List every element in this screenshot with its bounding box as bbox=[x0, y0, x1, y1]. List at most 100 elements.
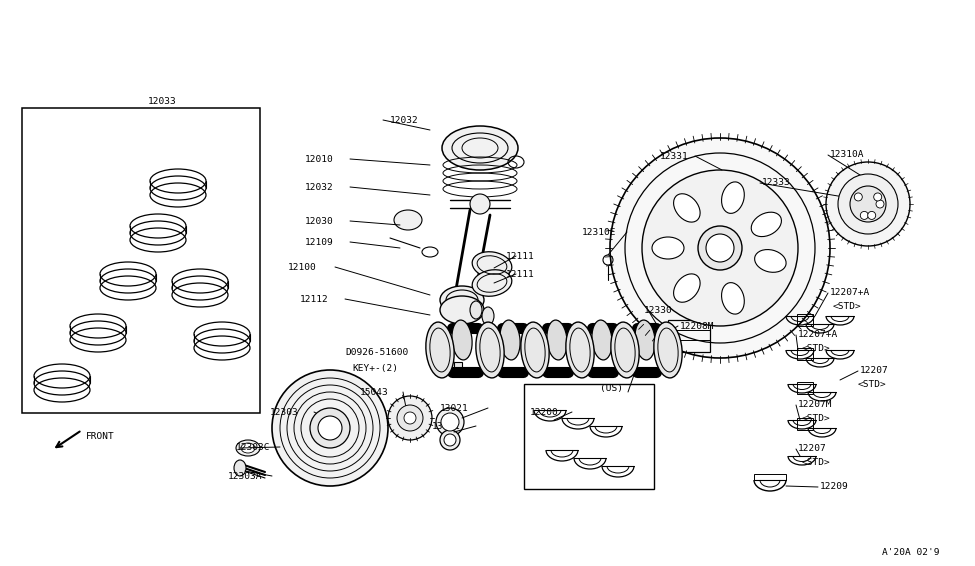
Ellipse shape bbox=[440, 286, 484, 314]
Text: 12109: 12109 bbox=[305, 238, 333, 247]
Ellipse shape bbox=[476, 322, 504, 378]
Circle shape bbox=[706, 234, 734, 262]
Circle shape bbox=[441, 413, 459, 431]
Text: 12200: 12200 bbox=[530, 408, 559, 417]
Text: 12310A: 12310A bbox=[830, 150, 865, 159]
Text: <STD>: <STD> bbox=[802, 344, 831, 353]
Circle shape bbox=[826, 162, 910, 246]
Ellipse shape bbox=[442, 126, 518, 170]
Circle shape bbox=[610, 138, 830, 358]
Text: 12310E: 12310E bbox=[582, 228, 616, 237]
Ellipse shape bbox=[856, 200, 876, 216]
Text: 12207: 12207 bbox=[798, 444, 827, 453]
Text: 12333: 12333 bbox=[762, 178, 791, 187]
Bar bbox=[797, 382, 813, 394]
Text: A'20A 02'9: A'20A 02'9 bbox=[882, 548, 940, 557]
Text: 12112: 12112 bbox=[300, 295, 329, 304]
Ellipse shape bbox=[394, 210, 422, 230]
Circle shape bbox=[642, 170, 798, 326]
Circle shape bbox=[440, 430, 460, 450]
Bar bbox=[797, 348, 813, 360]
Text: (US): (US) bbox=[600, 384, 623, 393]
Circle shape bbox=[444, 434, 456, 446]
Ellipse shape bbox=[654, 322, 682, 378]
Ellipse shape bbox=[472, 270, 512, 296]
Text: 12207: 12207 bbox=[860, 366, 889, 375]
Bar bbox=[327, 406, 333, 411]
Bar bbox=[754, 474, 786, 480]
Text: 12303: 12303 bbox=[270, 408, 298, 417]
Bar bbox=[797, 418, 813, 430]
Ellipse shape bbox=[521, 322, 549, 378]
Ellipse shape bbox=[470, 301, 482, 319]
Text: 12303A: 12303A bbox=[228, 472, 262, 481]
Text: <STD>: <STD> bbox=[802, 414, 831, 423]
Ellipse shape bbox=[635, 320, 655, 360]
Text: 13021: 13021 bbox=[440, 404, 469, 413]
Circle shape bbox=[436, 408, 464, 436]
Ellipse shape bbox=[674, 274, 700, 302]
Ellipse shape bbox=[426, 322, 454, 378]
Text: <STD>: <STD> bbox=[833, 302, 862, 311]
Circle shape bbox=[397, 405, 423, 431]
Text: 12207M: 12207M bbox=[798, 400, 833, 409]
Ellipse shape bbox=[472, 252, 512, 278]
Bar bbox=[454, 362, 462, 376]
Circle shape bbox=[876, 200, 884, 208]
Circle shape bbox=[388, 396, 432, 440]
Ellipse shape bbox=[674, 194, 700, 222]
Ellipse shape bbox=[722, 282, 744, 314]
Circle shape bbox=[404, 412, 416, 424]
Text: 12111: 12111 bbox=[506, 252, 534, 261]
Ellipse shape bbox=[611, 322, 640, 378]
Text: 12207+A: 12207+A bbox=[830, 288, 871, 297]
Circle shape bbox=[860, 212, 869, 220]
Ellipse shape bbox=[234, 460, 246, 476]
Circle shape bbox=[874, 193, 881, 201]
Ellipse shape bbox=[451, 320, 472, 360]
Text: FRONT: FRONT bbox=[86, 432, 115, 441]
Text: 12207+A: 12207+A bbox=[798, 330, 838, 339]
Circle shape bbox=[318, 416, 342, 440]
Text: 12030: 12030 bbox=[305, 217, 333, 226]
Text: 12010: 12010 bbox=[305, 155, 333, 164]
Text: 12033: 12033 bbox=[148, 97, 176, 106]
Circle shape bbox=[272, 370, 388, 486]
Ellipse shape bbox=[547, 320, 567, 360]
Text: 12032: 12032 bbox=[305, 183, 333, 192]
Bar bbox=[22, 108, 260, 413]
Text: 12032: 12032 bbox=[390, 116, 418, 125]
Ellipse shape bbox=[751, 212, 781, 237]
Ellipse shape bbox=[482, 307, 494, 325]
Ellipse shape bbox=[470, 194, 490, 214]
Ellipse shape bbox=[236, 440, 260, 456]
Text: 15043: 15043 bbox=[360, 388, 389, 397]
Bar bbox=[797, 314, 813, 326]
Text: D0926-51600: D0926-51600 bbox=[345, 348, 409, 357]
Ellipse shape bbox=[566, 322, 594, 378]
Text: 12331: 12331 bbox=[660, 152, 688, 161]
Ellipse shape bbox=[652, 237, 684, 259]
Text: 12303C: 12303C bbox=[236, 443, 270, 452]
Bar bbox=[668, 320, 710, 352]
Circle shape bbox=[854, 193, 862, 201]
Circle shape bbox=[850, 186, 886, 222]
Ellipse shape bbox=[722, 182, 744, 213]
Ellipse shape bbox=[241, 443, 255, 453]
Circle shape bbox=[698, 226, 742, 270]
Text: 122075: 122075 bbox=[592, 368, 627, 377]
Text: 12208M: 12208M bbox=[680, 322, 715, 331]
Text: 13021: 13021 bbox=[432, 422, 461, 431]
Ellipse shape bbox=[755, 250, 786, 272]
Text: <STD>: <STD> bbox=[802, 458, 831, 467]
Text: KEY+-(2): KEY+-(2) bbox=[352, 364, 398, 373]
Circle shape bbox=[838, 174, 898, 234]
Text: 12111: 12111 bbox=[506, 270, 534, 279]
Ellipse shape bbox=[440, 296, 484, 324]
Bar bbox=[524, 384, 654, 489]
Text: 12209: 12209 bbox=[820, 482, 849, 491]
Circle shape bbox=[868, 212, 876, 220]
Text: <STD>: <STD> bbox=[858, 380, 886, 389]
Text: 12330: 12330 bbox=[644, 306, 673, 315]
Ellipse shape bbox=[500, 320, 520, 360]
